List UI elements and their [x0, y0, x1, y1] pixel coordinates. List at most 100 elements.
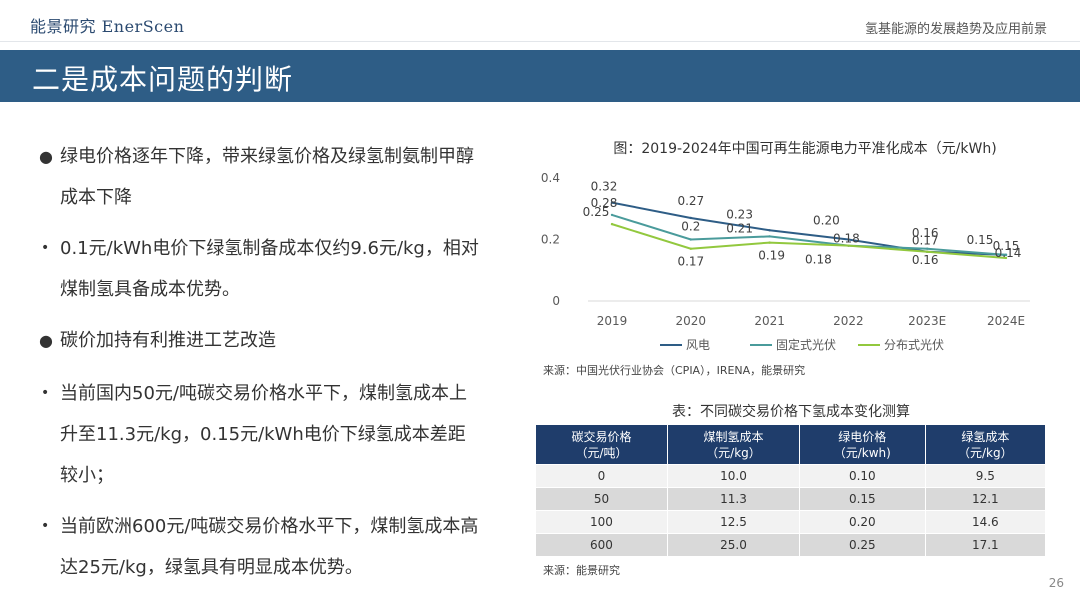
data-point — [610, 213, 614, 217]
data-point — [689, 247, 692, 250]
bullet-item: • 当前国内50元/吨碳交易价格水平下，煤制氢成本上升至11.3元/kg，0.1… — [38, 373, 483, 496]
table-header-cell: 碳交易价格 （元/吨） — [535, 424, 668, 465]
data-point — [689, 238, 692, 241]
chart-source: 来源：中国光伏行业协会（CPIA），IRENA，能景研究 — [543, 364, 806, 377]
data-label: 0.15 — [993, 239, 1020, 253]
data-label: 0.18 — [805, 253, 832, 267]
table-row: 50 11.3 0.15 12.1 — [535, 487, 1047, 511]
bullet-item: • 0.1元/kWh电价下绿氢制备成本仅约9.6元/kg，相对煤制氢具备成本优势… — [38, 228, 483, 310]
bullet-dot-icon: ● — [39, 147, 53, 166]
data-label: 0.32 — [591, 180, 618, 194]
bullet-list: ● 绿电价格逐年下降，带来绿氢价格及绿氢制氨制甲醇成本下降 • 0.1元/kWh… — [38, 136, 483, 588]
table-cell: 10.0 — [666, 464, 800, 488]
data-point — [610, 222, 614, 226]
table-cell: 0 — [535, 464, 668, 488]
series-line-3 — [611, 223, 1007, 259]
chart-title: 图：2019-2024年中国可再生能源电力平准化成本（元/kWh) — [613, 141, 997, 157]
bullet-dot-icon: ● — [39, 331, 53, 350]
table-cell: 600 — [535, 533, 668, 557]
bullet-dot-icon: • — [41, 385, 50, 401]
data-label: 0.23 — [726, 207, 753, 221]
slide-title: 二是成本问题的判断 — [32, 63, 294, 96]
y-tick-label: 0.4 — [541, 171, 560, 185]
bullet-text: 0.1元/kWh电价下绿氢制备成本仅约9.6元/kg，相对煤制氢具备成本优势。 — [60, 238, 479, 300]
hydrogen-cost-table: 碳交易价格 （元/吨） 煤制氢成本 （元/kg） 绿电价格 （元/kwh) 绿氢成本（… — [535, 424, 1047, 557]
bullet-dot-icon: • — [41, 240, 50, 256]
data-label: 0.16 — [912, 253, 939, 267]
table-cell: 12.5 — [666, 510, 800, 534]
data-point — [1004, 253, 1008, 257]
y-tick-label: 0.2 — [541, 233, 560, 247]
table-cell: 0.15 — [798, 487, 926, 511]
bullet-text: 碳价加持有利推进工艺改造 — [60, 330, 276, 351]
data-label: 0.15 — [967, 233, 994, 247]
bullet-text: 当前欧洲600元/吨碳交易价格水平下，煤制氢成本高达25元/kg，绿氢具有明显成… — [60, 516, 479, 578]
data-label: 0.16 — [912, 226, 939, 240]
data-label: 0.25 — [583, 205, 610, 219]
header-bar: 能景研究 EnerScen 氢基能源的发展趋势及应用前景 — [0, 0, 1080, 48]
table-cell: 9.5 — [924, 464, 1047, 488]
page-number: 26 — [1048, 576, 1064, 590]
y-tick-label: 0 — [552, 294, 560, 308]
data-point — [768, 229, 771, 232]
data-label: 0.19 — [758, 249, 785, 263]
data-label: 0.20 — [813, 214, 840, 228]
table-cell: 17.1 — [924, 533, 1047, 557]
data-point — [847, 244, 850, 247]
table-header-cell: 煤制氢成本 （元/kg） — [666, 424, 800, 465]
series-line-2 — [611, 213, 1007, 256]
table-cell: 12.1 — [924, 487, 1047, 511]
bullet-item: ● 碳价加持有利推进工艺改造 — [38, 320, 483, 361]
series-line-1 — [611, 201, 1007, 256]
data-point — [610, 201, 614, 204]
table-row: 600 25.0 0.25 17.1 — [535, 533, 1047, 557]
x-tick-label: 2023E — [908, 314, 946, 328]
table-source: 来源：能景研究 — [543, 564, 620, 577]
data-point — [847, 238, 850, 241]
data-label: 0.18 — [833, 232, 860, 246]
x-tick-label: 2020 — [676, 314, 707, 328]
table-header-row: 碳交易价格 （元/吨） 煤制氢成本 （元/kg） 绿电价格 （元/kwh) 绿氢成本（… — [535, 424, 1047, 465]
data-label: 0.28 — [591, 196, 618, 210]
x-tick-label: 2019 — [597, 314, 628, 328]
data-point — [768, 235, 771, 238]
bullet-text: 当前国内50元/吨碳交易价格水平下，煤制氢成本上升至11.3元/kg，0.15元… — [60, 383, 467, 486]
table-cell: 100 — [535, 510, 668, 534]
bullet-text: 绿电价格逐年下降，带来绿氢价格及绿氢制氨制甲醇成本下降 — [60, 146, 474, 208]
table-title: 表：不同碳交易价格下氢成本变化测算 — [672, 404, 910, 420]
data-label: 0.2 — [681, 220, 700, 234]
table-cell: 25.0 — [666, 533, 800, 557]
x-tick-label: 2024E — [987, 314, 1025, 328]
data-point — [768, 241, 771, 244]
data-label: 0.27 — [677, 194, 704, 208]
bullet-dot-icon: • — [41, 518, 50, 534]
data-label: 0.21 — [726, 221, 753, 235]
table-header-cell: 绿氢成本 （元/kg） — [924, 424, 1047, 465]
header-subtitle: 氢基能源的发展趋势及应用前景 — [864, 22, 1047, 37]
table-cell: 11.3 — [666, 487, 800, 511]
bullet-item: ● 绿电价格逐年下降，带来绿氢价格及绿氢制氨制甲醇成本下降 — [38, 136, 483, 218]
logo: 能景研究 EnerScen — [30, 17, 185, 36]
title-bar — [0, 50, 1080, 102]
data-point — [1004, 256, 1008, 260]
bullet-item: • 当前欧洲600元/吨碳交易价格水平下，煤制氢成本高达25元/kg，绿氢具有明… — [38, 506, 483, 588]
table-cell: 14.6 — [924, 510, 1047, 534]
table-cell: 0.10 — [798, 464, 926, 488]
table-cell: 0.20 — [798, 510, 926, 534]
table-header-cell: 绿电价格 （元/kwh) — [798, 424, 926, 465]
data-label: 0.17 — [677, 255, 704, 269]
header-divider — [0, 41, 1080, 42]
legend-label: 分布式光伏 — [884, 338, 944, 352]
x-tick-label: 2021 — [754, 314, 785, 328]
table-row: 0 10.0 0.10 9.5 — [535, 464, 1047, 488]
lcoe-line-chart: 0 0.2 0.4 2019 2020 2021 2022 2023E 2024E 0.32 0.2… — [541, 171, 1030, 352]
data-label: 0.17 — [912, 234, 939, 248]
table-cell: 50 — [535, 487, 668, 511]
data-point — [689, 216, 692, 220]
table-row: 100 12.5 0.20 14.6 — [535, 510, 1047, 534]
table-cell: 0.25 — [798, 533, 926, 557]
legend-label: 风电 — [686, 338, 710, 352]
data-label: 0.14 — [995, 246, 1022, 260]
legend-label: 固定式光伏 — [776, 337, 836, 352]
data-point — [926, 250, 929, 253]
